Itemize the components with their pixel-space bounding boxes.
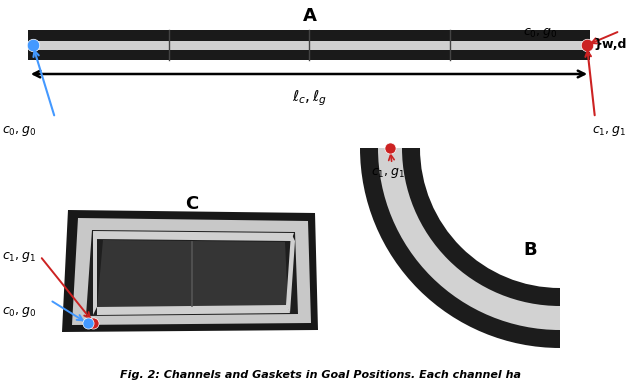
Polygon shape (286, 233, 295, 313)
Text: B: B (523, 241, 537, 259)
Text: A: A (303, 7, 317, 25)
Wedge shape (360, 148, 560, 348)
Text: $c_0,g_0$: $c_0,g_0$ (523, 26, 557, 40)
Polygon shape (93, 231, 97, 315)
Bar (29, 41, 589, 49)
Wedge shape (378, 148, 560, 330)
Polygon shape (62, 210, 318, 332)
Text: $c_1,g_1$: $c_1,g_1$ (592, 124, 626, 138)
Bar (28, 30, 590, 60)
Text: $\ell_c,\ell_g$: $\ell_c,\ell_g$ (292, 88, 328, 108)
Polygon shape (93, 231, 294, 241)
Text: }w,d: }w,d (593, 39, 627, 51)
Text: $c_1,g_1$: $c_1,g_1$ (371, 166, 405, 180)
Text: C: C (186, 195, 198, 213)
Text: Fig. 2: Channels and Gaskets in Goal Positions. Each channel ha: Fig. 2: Channels and Gaskets in Goal Pos… (120, 370, 520, 380)
Polygon shape (86, 230, 298, 316)
Polygon shape (72, 218, 311, 325)
Polygon shape (97, 305, 290, 315)
Polygon shape (97, 240, 288, 308)
Text: $c_0,g_0$: $c_0,g_0$ (2, 305, 36, 319)
Text: $c_1,g_1$: $c_1,g_1$ (2, 250, 36, 264)
Text: $c_0,g_0$: $c_0,g_0$ (2, 124, 36, 138)
